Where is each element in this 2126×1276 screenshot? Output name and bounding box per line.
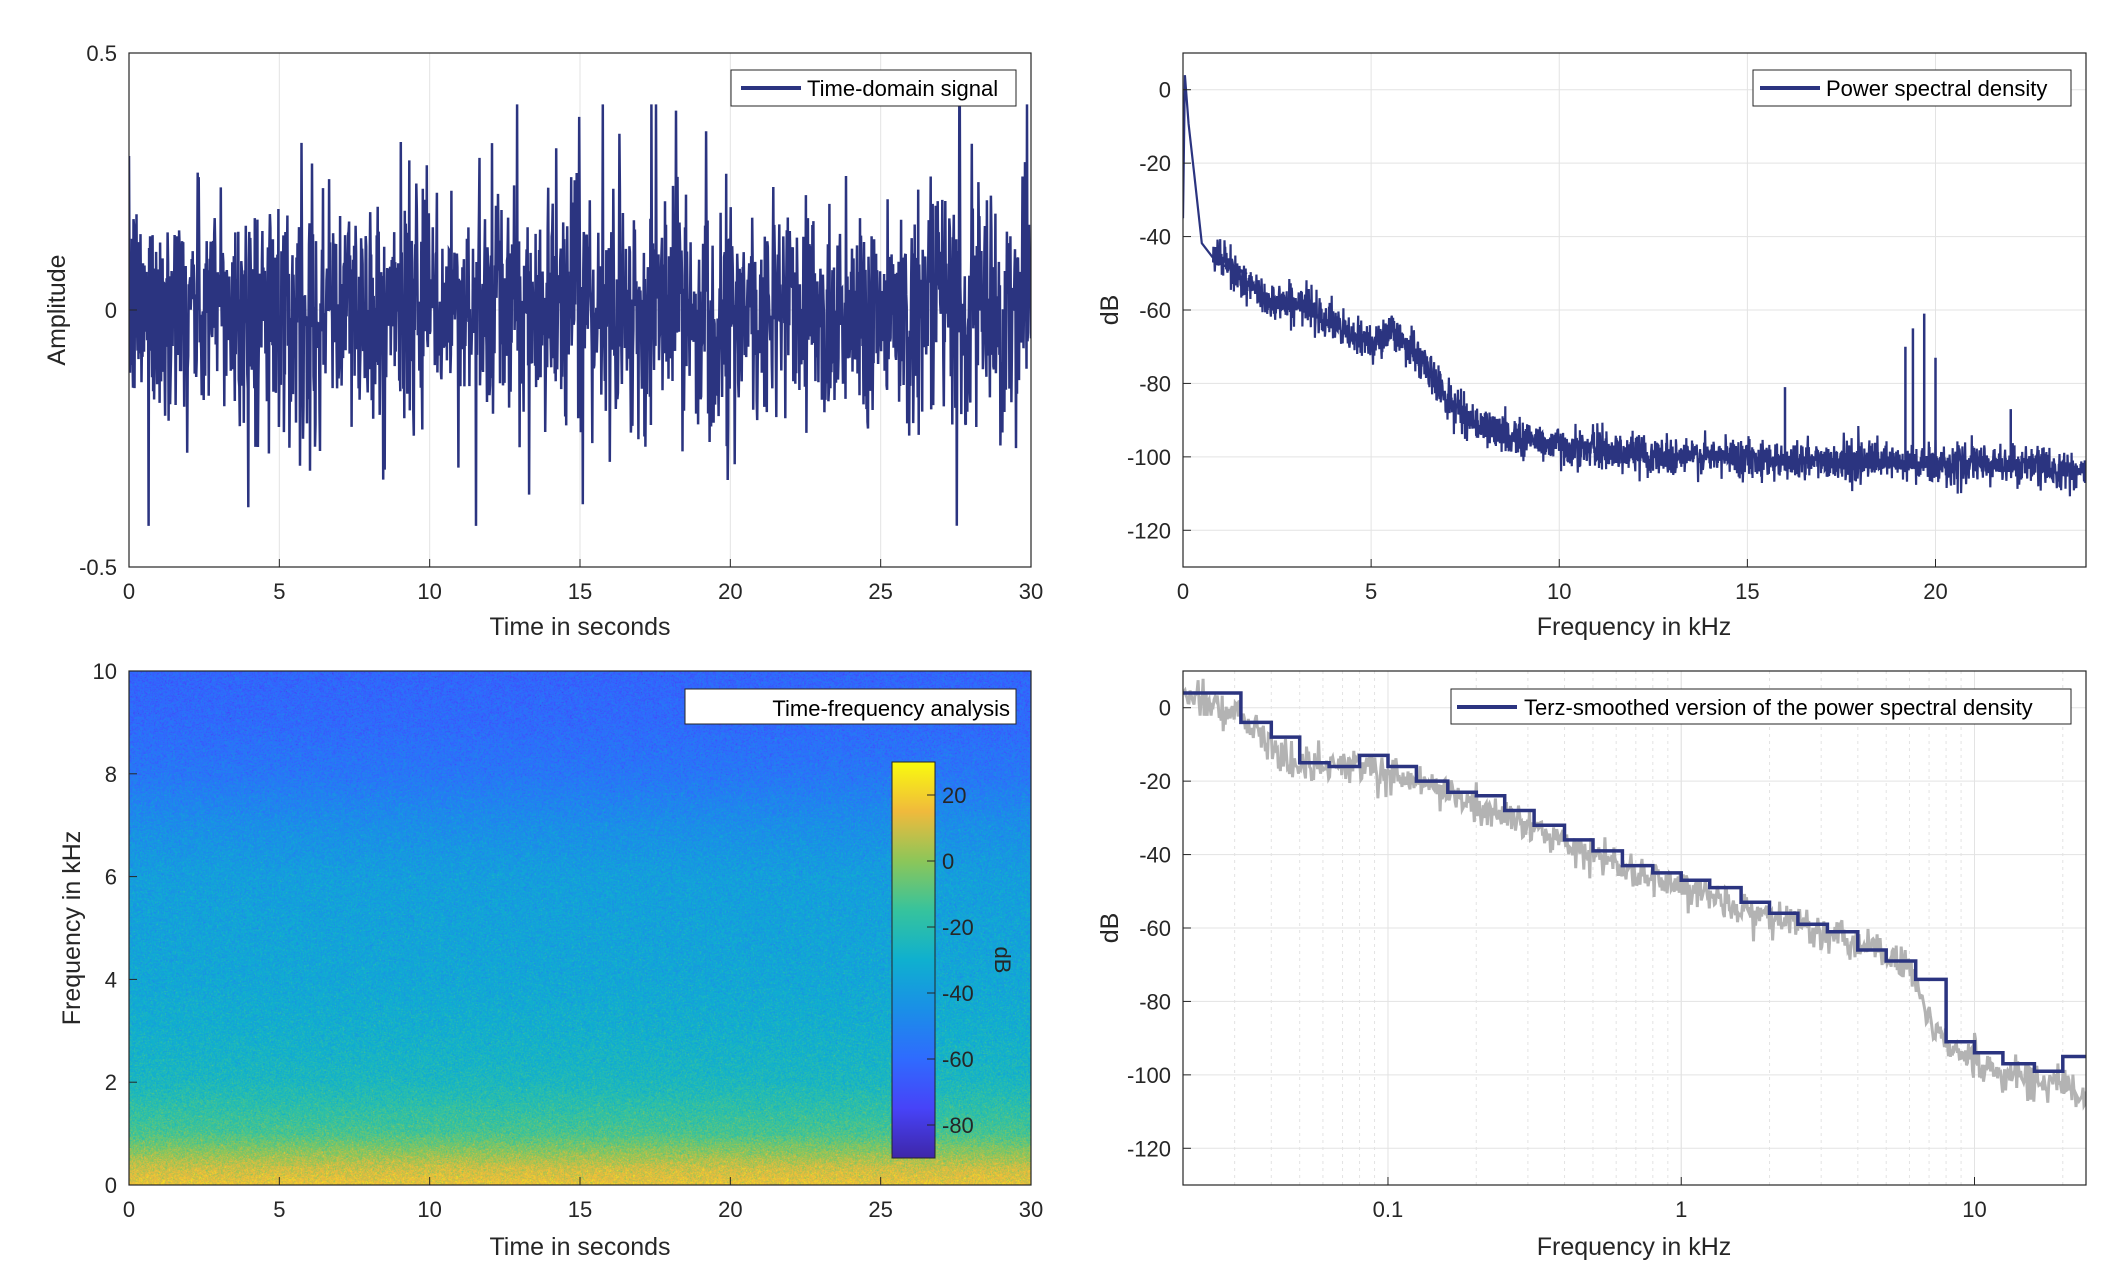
x-tick-label: 15: [1735, 579, 1759, 604]
x-tick-label: 0: [123, 1197, 135, 1222]
axis-ticks: 0 5 10 15 20 25 30-0.500.5: [79, 41, 1043, 604]
x-tick-label: 1: [1675, 1197, 1687, 1222]
x-tick-label: 30: [1019, 579, 1043, 604]
legend-entry: Power spectral density: [1826, 76, 2047, 101]
x-tick-label: 10: [1547, 579, 1571, 604]
y-tick-label: 0: [105, 298, 117, 323]
x-tick-label: 20: [1923, 579, 1947, 604]
x-tick-label: 0: [1177, 579, 1189, 604]
legend-entry: Time-domain signal: [807, 76, 998, 101]
x-tick-label: 10: [1962, 1197, 1986, 1222]
x-tick-label: 25: [868, 579, 892, 604]
y-axis-label: dB: [1096, 295, 1124, 326]
legend-entry: Terz-smoothed version of the power spect…: [1524, 695, 2033, 720]
colorbar-tick-label: -20: [942, 915, 974, 940]
y-tick-label: 10: [93, 659, 117, 684]
x-tick-label: 10: [417, 579, 441, 604]
y-tick-label: -100: [1127, 445, 1171, 470]
x-tick-label: 5: [1365, 579, 1377, 604]
y-tick-label: 0: [1159, 696, 1171, 721]
y-axis-label: Frequency in kHz: [58, 831, 86, 1026]
x-tick-label: 0: [123, 579, 135, 604]
legend: Terz-smoothed version of the power spect…: [1450, 688, 2072, 725]
y-tick-label: -0.5: [79, 555, 117, 580]
y-tick-label: -20: [1139, 151, 1171, 176]
y-axis-label: Amplitude: [43, 254, 71, 365]
x-axis-label: Time in seconds: [489, 1233, 670, 1261]
legend: Time-frequency analysis: [684, 688, 1017, 725]
time-domain-panel: 0 5 10 15 20 25 30-0.500.5 Time in seconds Amp…: [43, 41, 1043, 641]
spectrogram-panel: 0 5 10 15 20 25 30 0 2 4 6 8 10 Time in seconds Freq…: [58, 659, 1043, 1261]
legend: Time-domain signal: [730, 69, 1017, 107]
x-tick-label: 30: [1019, 1197, 1043, 1222]
y-tick-label: 0: [1159, 78, 1171, 103]
x-tick-label: 15: [568, 579, 592, 604]
axis-ticks: 0 5 10 15 20 25 30 0 2 4 6 8 10: [93, 659, 1044, 1222]
y-tick-label: 4: [105, 967, 117, 992]
time-domain-signal-line: [129, 103, 1031, 526]
y-tick-label: -120: [1127, 518, 1171, 543]
legend: Power spectral density: [1752, 69, 2072, 107]
x-tick-label: 10: [417, 1197, 441, 1222]
raw-psd-gray-line: [1183, 678, 2086, 1111]
colorbar-tick-label: 0: [942, 849, 954, 874]
colorbar-ticks: 20 0 -20 -40 -60 -80: [927, 783, 974, 1138]
spectrogram-image: [129, 671, 1031, 1185]
colorbar-label: dB: [990, 947, 1015, 974]
colorbar: [891, 761, 936, 1159]
y-tick-label: -20: [1139, 769, 1171, 794]
x-tick-label: 25: [868, 1197, 892, 1222]
x-tick-label: 5: [273, 579, 285, 604]
y-tick-label: -120: [1127, 1136, 1171, 1161]
y-tick-label: 6: [105, 865, 117, 890]
y-tick-label: -60: [1139, 916, 1171, 941]
terz-smoothed-panel: 0.1 1 10 0 -20 -40 -60 -80 -100 -120 Frequency in…: [1096, 670, 2087, 1261]
y-tick-label: -80: [1139, 989, 1171, 1014]
y-tick-label: -80: [1139, 371, 1171, 396]
y-axis-label: dB: [1096, 913, 1124, 944]
x-tick-label: 20: [718, 1197, 742, 1222]
x-axis-label: Time in seconds: [489, 613, 670, 641]
x-tick-label: 0.1: [1373, 1197, 1404, 1222]
grid: [1182, 53, 2086, 567]
colorbar-tick-label: -80: [942, 1113, 974, 1138]
colorbar-tick-label: -40: [942, 981, 974, 1006]
psd-panel: 0 5 10 15 20 0 -20 -40 -60 -80 -100 -120 Frequency …: [1096, 52, 2087, 641]
psd-line: [1183, 75, 2086, 497]
y-tick-label: 0: [105, 1173, 117, 1198]
colorbar-tick-label: 20: [942, 783, 966, 808]
y-tick-label: -40: [1139, 225, 1171, 250]
axis-ticks: 0.1 1 10 0 -20 -40 -60 -80 -100 -120: [1127, 696, 1987, 1222]
y-tick-label: 8: [105, 762, 117, 787]
y-tick-label: 2: [105, 1070, 117, 1095]
x-axis-label: Frequency in kHz: [1537, 613, 1732, 641]
legend-entry: Time-frequency analysis: [772, 696, 1010, 721]
y-tick-label: 0.5: [86, 41, 117, 66]
x-tick-label: 20: [718, 579, 742, 604]
terz-smoothed-line: [1183, 691, 2086, 1073]
y-tick-label: -100: [1127, 1063, 1171, 1088]
x-tick-label: 15: [568, 1197, 592, 1222]
x-tick-label: 5: [273, 1197, 285, 1222]
x-axis-label: Frequency in kHz: [1537, 1233, 1732, 1261]
y-tick-label: -40: [1139, 843, 1171, 868]
y-tick-label: -60: [1139, 298, 1171, 323]
axis-ticks: 0 5 10 15 20 0 -20 -40 -60 -80 -100 -120: [1127, 78, 1948, 604]
colorbar-tick-label: -60: [942, 1047, 974, 1072]
